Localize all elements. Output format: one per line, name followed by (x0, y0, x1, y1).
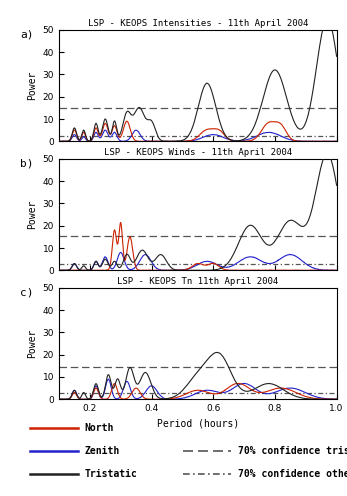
Text: b): b) (20, 159, 34, 169)
Text: c): c) (20, 288, 34, 298)
Title: LSP - KEOPS Tn 11th April 2004: LSP - KEOPS Tn 11th April 2004 (117, 276, 278, 286)
Y-axis label: Power: Power (27, 71, 37, 100)
Text: 70% confidence tristatic: 70% confidence tristatic (238, 446, 347, 456)
Text: Zenith: Zenith (84, 446, 120, 456)
Y-axis label: Power: Power (27, 329, 37, 358)
Text: Tristatic: Tristatic (84, 469, 137, 479)
Text: North: North (84, 423, 114, 433)
X-axis label: Period (hours): Period (hours) (156, 419, 239, 429)
Y-axis label: Power: Power (27, 200, 37, 229)
Text: a): a) (20, 30, 34, 40)
Title: LSP - KEOPS Winds - 11th April 2004: LSP - KEOPS Winds - 11th April 2004 (104, 147, 292, 157)
Title: LSP - KEOPS Intensities - 11th April 2004: LSP - KEOPS Intensities - 11th April 200… (87, 18, 308, 28)
Text: 70% confidence others: 70% confidence others (238, 469, 347, 479)
